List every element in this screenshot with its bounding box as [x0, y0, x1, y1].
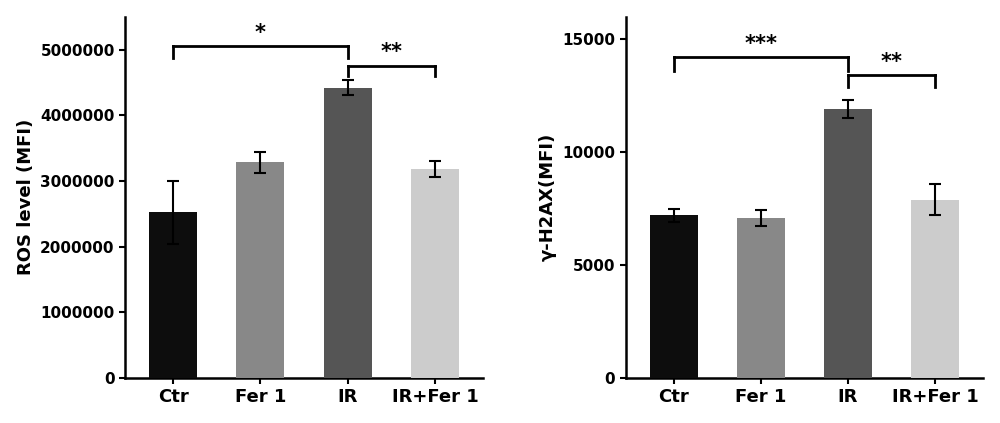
- Bar: [650, 215, 698, 378]
- Bar: [324, 88, 372, 378]
- Bar: [149, 212, 197, 378]
- Text: **: **: [881, 52, 903, 72]
- Bar: [911, 200, 959, 378]
- Text: ***: ***: [744, 34, 777, 54]
- Bar: [824, 109, 872, 378]
- Text: **: **: [380, 42, 402, 62]
- Y-axis label: γ-H2AX(MFI): γ-H2AX(MFI): [539, 133, 557, 261]
- Bar: [411, 169, 459, 378]
- Bar: [737, 217, 785, 378]
- Text: *: *: [255, 22, 266, 43]
- Y-axis label: ROS level (MFI): ROS level (MFI): [17, 119, 35, 275]
- Bar: [236, 162, 284, 378]
